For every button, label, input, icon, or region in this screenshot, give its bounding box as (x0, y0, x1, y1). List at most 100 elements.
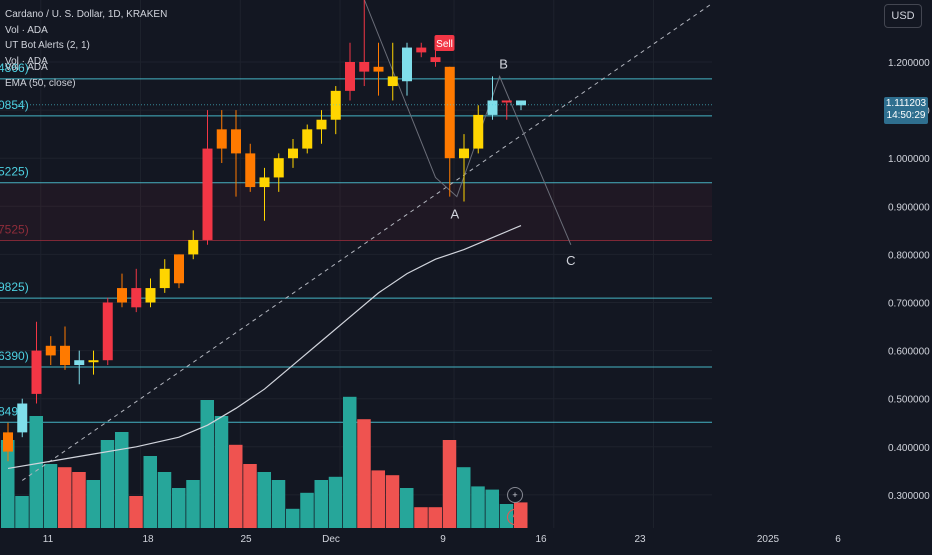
candle-body (31, 350, 42, 394)
fib-level-label: 5225) (0, 165, 29, 179)
time-tick-label: 6 (835, 534, 841, 545)
current-price-badge: 1.111203 14:50:29 (884, 97, 928, 124)
sell-label: Sell (436, 39, 453, 50)
volume-bar (300, 492, 314, 528)
time-tick-label: Dec (322, 534, 340, 545)
candle-body (288, 148, 298, 159)
volume-bar (343, 396, 357, 528)
volume-bar (200, 400, 214, 528)
wave-label-c: C (566, 253, 575, 268)
volume-bar (72, 472, 86, 528)
candle-body (430, 57, 441, 62)
candle-body (74, 360, 85, 366)
candle-body (473, 114, 484, 149)
legend-vol-3[interactable]: Vol · ADA (5, 62, 48, 73)
time-tick-label: 16 (535, 534, 547, 545)
fib-level-label: 849 (0, 404, 18, 418)
volume-bar (385, 475, 400, 528)
volume-bar (15, 496, 29, 528)
volume-bar (428, 507, 442, 528)
volume-bar (471, 486, 485, 528)
candle-body (373, 66, 384, 72)
ema-50-line (7, 224, 522, 470)
candle-body (17, 403, 28, 433)
fib-zone (0, 182, 712, 241)
time-tick-label: 11 (43, 534, 54, 545)
sell-label-bg (434, 35, 455, 51)
candle-body (501, 100, 512, 103)
fib-level-label: 0854) (0, 98, 29, 112)
price-tick-label: 0.800000 (888, 250, 930, 261)
candle-body (516, 100, 526, 106)
plus-icon[interactable]: + (507, 487, 523, 503)
time-tick-label: 25 (240, 534, 252, 545)
currency-button[interactable]: USD (884, 4, 922, 28)
volume-bar (243, 464, 257, 528)
volume-bar (172, 488, 186, 528)
volume-bar (143, 456, 157, 528)
volume-bar (400, 488, 414, 528)
volume-bar (1, 440, 15, 528)
wave-path (363, 0, 572, 245)
candle-body (3, 432, 13, 452)
legend-vol-2[interactable]: Vol · ADA (5, 55, 48, 67)
countdown-timer: 14:50:29 (886, 110, 926, 121)
volume-bars (1, 396, 528, 528)
candle-body (231, 129, 241, 154)
abc-wave: A B C (363, 0, 576, 268)
volume-bar (371, 470, 385, 528)
candle-body (159, 268, 170, 289)
volume-bar (186, 480, 200, 528)
volume-bar (314, 480, 328, 528)
legend-vol-1[interactable]: Vol · ADA (5, 24, 48, 36)
candle-body (302, 129, 313, 149)
legend-ut-bot[interactable]: UT Bot Alerts (2, 1) (5, 40, 90, 51)
volume-bar (100, 440, 115, 528)
legend-ema[interactable]: EMA (50, close) (5, 77, 76, 89)
candle-body (88, 360, 99, 363)
price-tick-label: 1.200000 (888, 58, 930, 69)
time-tick-label: 23 (634, 534, 646, 545)
volume-bar (286, 508, 300, 528)
volume-bar (43, 464, 58, 528)
time-axis-bg (0, 528, 932, 550)
candle-body (131, 288, 142, 308)
fib-retracement (0, 78, 712, 423)
chart-legend: Cardano / U. S. Dollar, 1D, KRAKEN Vol ·… (5, 7, 167, 91)
volume-bar (414, 507, 428, 528)
volume-bar (157, 472, 172, 528)
legend-title[interactable]: Cardano / U. S. Dollar, 1D, KRAKEN (5, 9, 168, 20)
volume-bar (457, 467, 471, 528)
candle-body (145, 288, 156, 303)
fib-level-label: 6390) (0, 349, 29, 363)
candle-body (416, 47, 427, 53)
price-tick-label: 1.000000 (888, 154, 930, 165)
candle-body (387, 76, 398, 87)
volume-bar (442, 440, 457, 528)
lightning-icon[interactable]: ϟ (507, 509, 523, 525)
price-axis: 1.2000001.1000001.0000000.9000000.800000… (712, 0, 932, 550)
trendline (21, 0, 718, 481)
time-tick-label: 2025 (757, 534, 780, 545)
fib-level-label: 9825) (0, 280, 29, 294)
volume-bar (129, 496, 143, 528)
price-tick-label: 0.900000 (888, 202, 930, 213)
price-tick-label: 0.500000 (888, 395, 930, 406)
candle-body (273, 158, 284, 178)
candle-body (487, 100, 498, 115)
candle-body (202, 148, 213, 240)
volume-bar (214, 416, 229, 528)
volume-bar (257, 472, 271, 528)
price-axis-bg (712, 0, 932, 550)
candle-body (459, 148, 469, 159)
candle-body (316, 119, 327, 130)
fib-level-label: 7525) (0, 222, 29, 236)
volume-bar (485, 489, 499, 528)
wave-label-b: B (499, 56, 508, 71)
ema-line (7, 224, 522, 470)
time-tick-label: 9 (440, 534, 446, 545)
dashed-trendline (21, 0, 718, 481)
candles: Sell (0, 0, 884, 462)
